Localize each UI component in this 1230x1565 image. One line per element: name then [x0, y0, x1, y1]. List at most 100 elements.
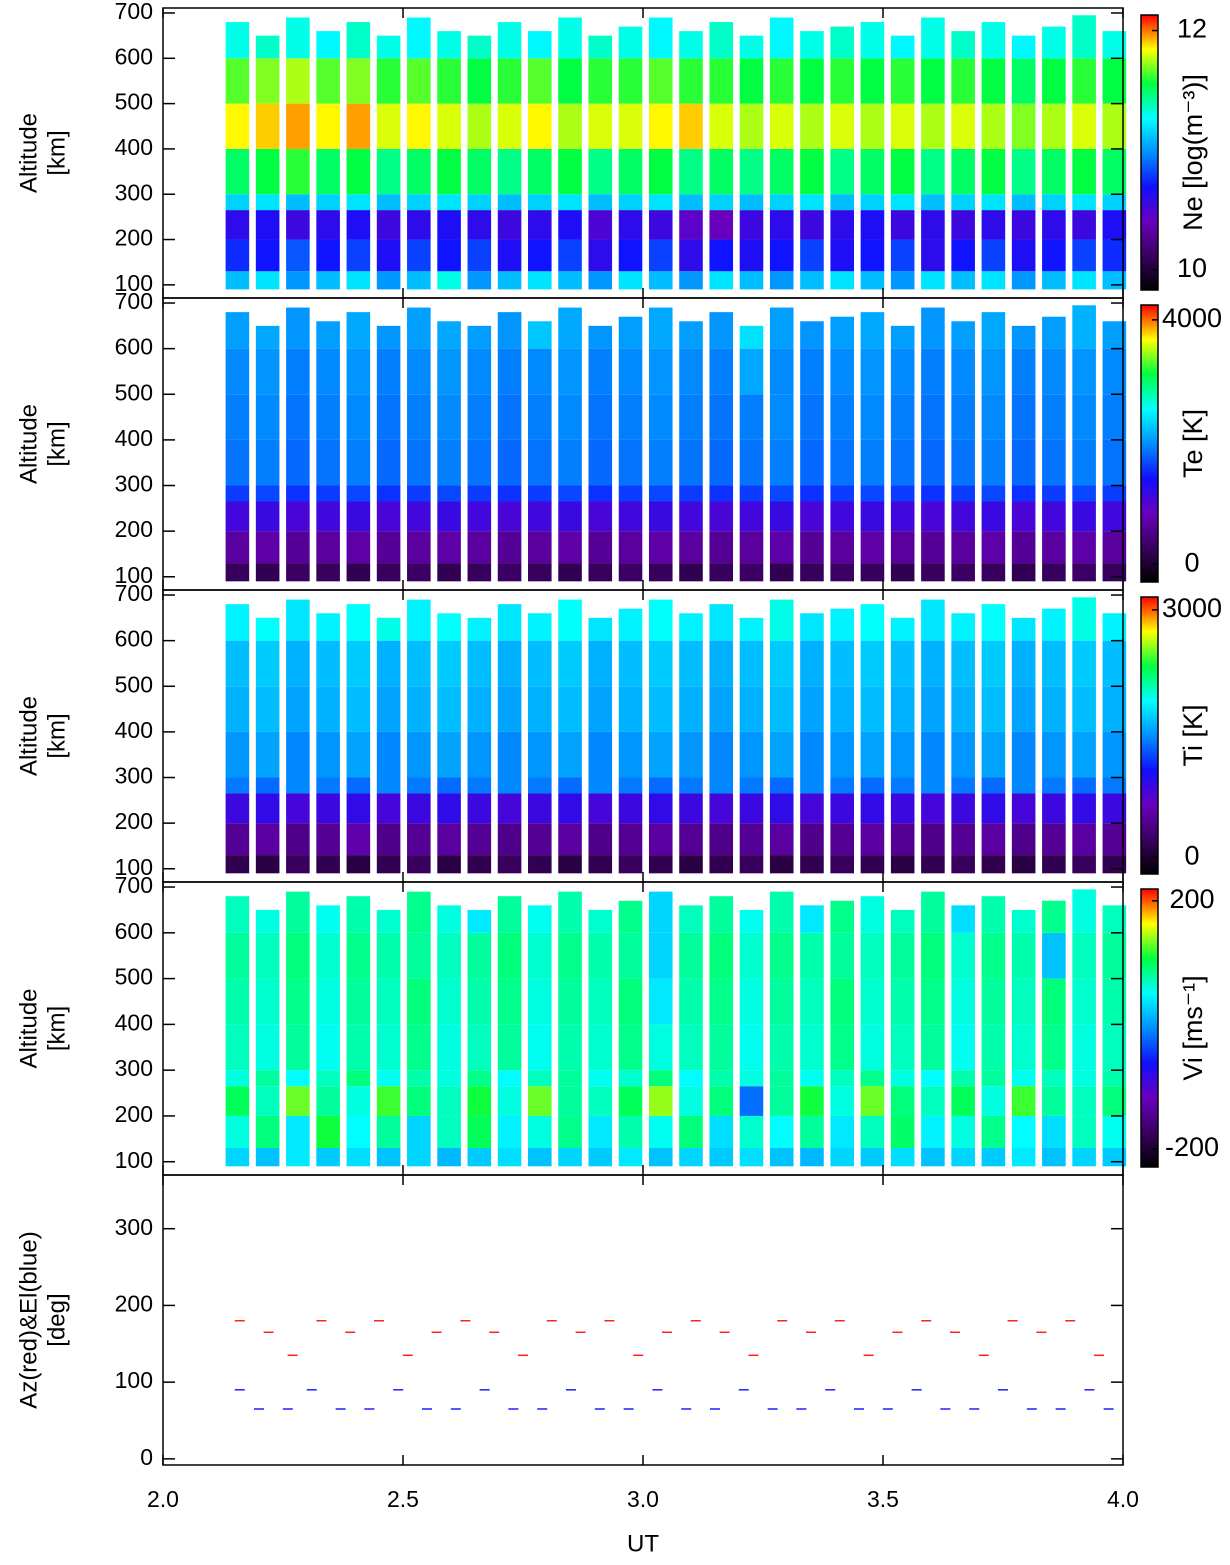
cell	[467, 485, 492, 502]
cell	[497, 777, 522, 794]
cell	[921, 777, 945, 794]
cell	[467, 731, 492, 778]
cell	[346, 485, 371, 502]
cell	[528, 348, 552, 395]
x-tick-label: 3.5	[867, 1486, 899, 1512]
cell	[890, 148, 915, 195]
cell	[255, 793, 280, 824]
cell	[316, 194, 340, 211]
colorbar-tick-label: 0	[1184, 840, 1199, 870]
cell	[1011, 35, 1036, 59]
cell	[1042, 1115, 1066, 1148]
cell	[225, 1147, 250, 1167]
cell	[528, 194, 552, 211]
cell	[286, 1147, 310, 1167]
cell	[346, 777, 371, 794]
cell	[467, 932, 492, 979]
y-tick-label: 200	[115, 1291, 153, 1317]
y-tick-label: 700	[115, 288, 153, 314]
cell	[346, 896, 371, 933]
cell	[709, 239, 734, 272]
cell	[255, 271, 280, 290]
cell	[588, 531, 613, 564]
cell	[830, 501, 854, 532]
cell	[407, 1070, 431, 1087]
cell	[437, 271, 461, 290]
cell	[1102, 531, 1127, 564]
cell	[890, 777, 915, 794]
y-tick-label: 200	[115, 516, 153, 542]
cell	[830, 823, 854, 856]
cell	[528, 394, 552, 440]
cell	[921, 563, 945, 582]
cell	[558, 439, 582, 486]
cell	[769, 501, 794, 532]
cell	[528, 103, 552, 149]
cell	[830, 900, 854, 933]
cell	[648, 978, 673, 1025]
cell	[951, 210, 975, 240]
cell	[860, 485, 885, 502]
cell	[1042, 148, 1066, 195]
cell	[679, 439, 703, 486]
cell	[800, 501, 824, 532]
cell	[407, 485, 431, 502]
cell	[769, 855, 794, 874]
cell	[1072, 793, 1096, 824]
cell	[497, 348, 522, 395]
cell	[376, 909, 401, 933]
cell	[648, 485, 673, 502]
cell	[1011, 640, 1036, 687]
cell	[890, 531, 915, 564]
cell	[407, 1086, 431, 1116]
cell	[1011, 617, 1036, 641]
cell	[709, 604, 734, 641]
cell	[376, 35, 401, 59]
cell	[709, 22, 734, 59]
cell	[376, 777, 401, 794]
cell	[528, 271, 552, 290]
cell	[437, 686, 461, 732]
cell	[588, 1115, 613, 1148]
cell	[1072, 348, 1096, 395]
cell	[225, 271, 250, 290]
cell	[769, 563, 794, 582]
cell	[316, 271, 340, 290]
cell	[346, 1070, 371, 1087]
cell	[709, 1070, 734, 1087]
cell	[346, 855, 371, 874]
cell	[1011, 823, 1036, 856]
cell	[225, 312, 250, 349]
cell	[346, 731, 371, 778]
cell	[860, 604, 885, 641]
cell	[316, 58, 340, 104]
cell	[286, 978, 310, 1025]
cell	[376, 563, 401, 582]
x-tick-label: 2.5	[387, 1486, 419, 1512]
colorbar-label: Ne [log(m⁻³)]	[1178, 74, 1208, 231]
cell	[316, 210, 340, 240]
cell	[890, 855, 915, 874]
cell	[921, 1070, 945, 1087]
cell	[800, 1147, 824, 1167]
cell	[951, 613, 975, 641]
cell	[1042, 394, 1066, 440]
cell	[800, 563, 824, 582]
cell	[1011, 210, 1036, 240]
cell	[890, 1115, 915, 1148]
cell	[769, 978, 794, 1025]
cell	[800, 686, 824, 732]
cell	[407, 823, 431, 856]
cell	[709, 731, 734, 778]
cell	[286, 1070, 310, 1087]
cell	[769, 194, 794, 211]
cell	[800, 1115, 824, 1148]
y-axis-label: Altitude	[15, 696, 42, 776]
cell	[951, 31, 975, 59]
cell	[921, 210, 945, 240]
cell	[800, 905, 824, 933]
cell	[558, 1024, 582, 1071]
cell	[981, 793, 1006, 824]
cell	[286, 394, 310, 440]
cell	[800, 485, 824, 502]
